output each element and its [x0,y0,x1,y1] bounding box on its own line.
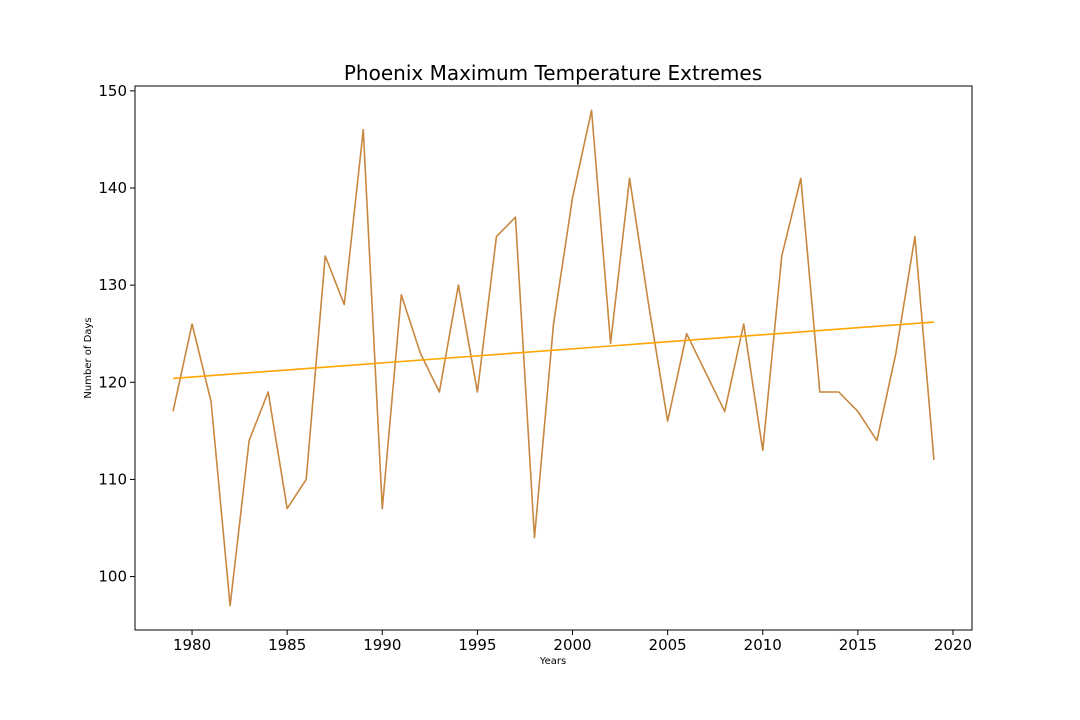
chart-title: Phoenix Maximum Temperature Extremes [344,61,762,85]
y-tick-label: 150 [98,82,127,100]
trend-line [172,321,935,380]
x-tick-label: 1985 [268,636,306,654]
y-axis: 100 110 120 130 140 150 [98,82,135,586]
x-tick-label: 2015 [839,636,877,654]
x-tick-label: 1980 [173,636,211,654]
y-tick-label: 130 [98,276,127,294]
x-axis-label: Years [539,656,566,667]
y-tick-label: 120 [98,373,127,391]
x-tick-label: 2010 [744,636,782,654]
series-layer [172,109,935,607]
x-tick-label: 1995 [458,636,496,654]
plot-area [134,85,973,631]
y-axis-label: Number of Days [83,317,94,398]
y-tick-label: 110 [98,470,127,488]
x-tick-label: 2000 [553,636,591,654]
x-tick-label: 1990 [363,636,401,654]
y-tick-label: 140 [98,179,127,197]
y-tick-label: 100 [98,568,127,586]
x-tick-label: 2005 [649,636,687,654]
x-axis: 1980 1985 1990 1995 2000 2005 2010 2015 2020 [173,630,972,654]
x-tick-label: 2020 [934,636,972,654]
data-series-line [172,109,935,607]
